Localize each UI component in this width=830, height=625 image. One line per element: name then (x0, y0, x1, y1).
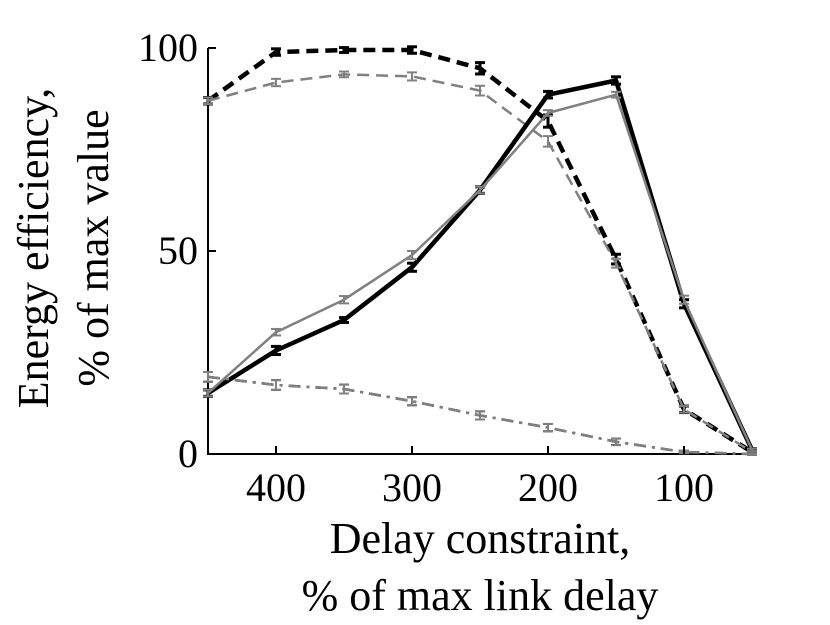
y-tick-label: 100 (138, 25, 198, 70)
y-tick-label: 50 (158, 228, 198, 273)
x-axis-label-line2: % of max link delay (302, 571, 659, 620)
x-tick-label: 300 (382, 465, 442, 510)
series-1 (203, 45, 757, 455)
axes-frame (207, 48, 752, 455)
series-line (207, 93, 754, 451)
series-3 (203, 75, 757, 453)
x-axis-label-line1: Delay constraint, (330, 514, 631, 563)
y-axis-label-line1: Energy efficiency, (9, 88, 58, 408)
series-layer (203, 45, 757, 456)
x-tick-label: 100 (654, 465, 714, 510)
series-line (206, 47, 754, 454)
series-line (206, 78, 755, 451)
plot-area (207, 48, 752, 455)
series-2 (203, 70, 757, 455)
series-4 (203, 90, 757, 453)
y-axis-label-line2: % of max value (69, 109, 118, 386)
y-tick-label: 0 (178, 431, 198, 476)
tick-layer: 0 50 100 400 300 200 100 (138, 25, 714, 510)
x-tick-label: 200 (518, 465, 578, 510)
x-tick-label: 400 (246, 465, 306, 510)
series-6 (203, 370, 757, 456)
